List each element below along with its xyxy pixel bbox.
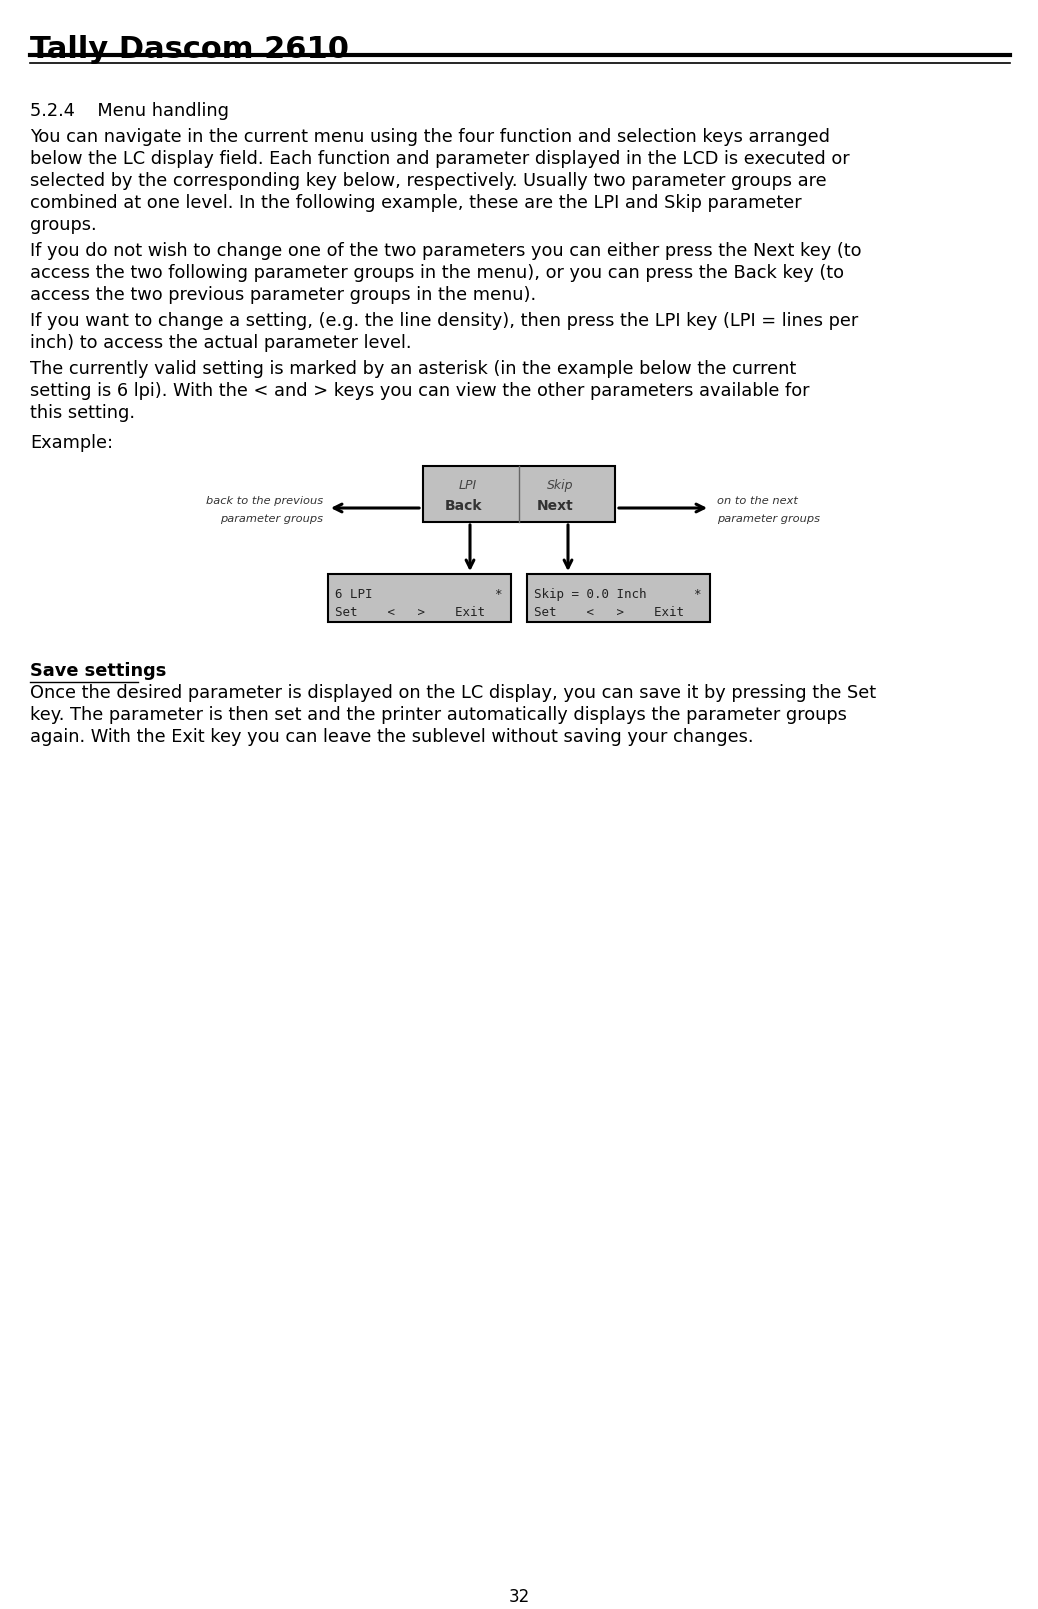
Text: Once the desired parameter is displayed on the LC display, you can save it by pr: Once the desired parameter is displayed … xyxy=(30,684,876,702)
Text: again. With the Exit key you can leave the sublevel without saving your changes.: again. With the Exit key you can leave t… xyxy=(30,727,754,747)
Text: Save settings: Save settings xyxy=(30,661,166,681)
Text: on to the next: on to the next xyxy=(717,496,798,505)
Text: access the two following parameter groups in the menu), or you can press the Bac: access the two following parameter group… xyxy=(30,264,844,282)
Bar xyxy=(328,574,511,623)
Text: LPI: LPI xyxy=(459,479,477,492)
Text: Tally Dascom 2610: Tally Dascom 2610 xyxy=(30,35,349,64)
Text: You can navigate in the current menu using the four function and selection keys : You can navigate in the current menu usi… xyxy=(30,129,830,146)
Text: parameter groups: parameter groups xyxy=(220,513,323,525)
Text: this setting.: this setting. xyxy=(30,404,135,422)
Text: combined at one level. In the following example, these are the LPI and Skip para: combined at one level. In the following … xyxy=(30,195,801,212)
Text: 6 LPI: 6 LPI xyxy=(335,587,373,602)
Text: 32: 32 xyxy=(509,1588,529,1606)
Text: If you want to change a setting, (e.g. the line density), then press the LPI key: If you want to change a setting, (e.g. t… xyxy=(30,312,858,330)
Text: Set    <   >    Exit: Set < > Exit xyxy=(335,607,485,619)
Text: Next: Next xyxy=(537,499,574,513)
Text: Back: Back xyxy=(445,499,483,513)
Text: back to the previous: back to the previous xyxy=(206,496,323,505)
Text: selected by the corresponding key below, respectively. Usually two parameter gro: selected by the corresponding key below,… xyxy=(30,172,826,190)
Text: Skip = 0.0 Inch: Skip = 0.0 Inch xyxy=(534,587,647,602)
Text: Set    <   >    Exit: Set < > Exit xyxy=(534,607,684,619)
Text: setting is 6 lpi). With the < and > keys you can view the other parameters avail: setting is 6 lpi). With the < and > keys… xyxy=(30,381,810,401)
Text: parameter groups: parameter groups xyxy=(717,513,820,525)
Text: groups.: groups. xyxy=(30,216,97,233)
Text: If you do not wish to change one of the two parameters you can either press the : If you do not wish to change one of the … xyxy=(30,241,862,261)
Text: key. The parameter is then set and the printer automatically displays the parame: key. The parameter is then set and the p… xyxy=(30,706,847,724)
Text: Example:: Example: xyxy=(30,434,113,452)
Text: inch) to access the actual parameter level.: inch) to access the actual parameter lev… xyxy=(30,335,411,352)
Text: *: * xyxy=(693,587,701,602)
Text: Skip: Skip xyxy=(547,479,574,492)
Text: The currently valid setting is marked by an asterisk (in the example below the c: The currently valid setting is marked by… xyxy=(30,360,796,378)
Text: access the two previous parameter groups in the menu).: access the two previous parameter groups… xyxy=(30,286,536,304)
Text: 5.2.4    Menu handling: 5.2.4 Menu handling xyxy=(30,101,229,121)
Bar xyxy=(527,574,710,623)
Text: below the LC display field. Each function and parameter displayed in the LCD is : below the LC display field. Each functio… xyxy=(30,150,850,167)
Bar xyxy=(424,467,614,521)
Text: *: * xyxy=(494,587,502,602)
